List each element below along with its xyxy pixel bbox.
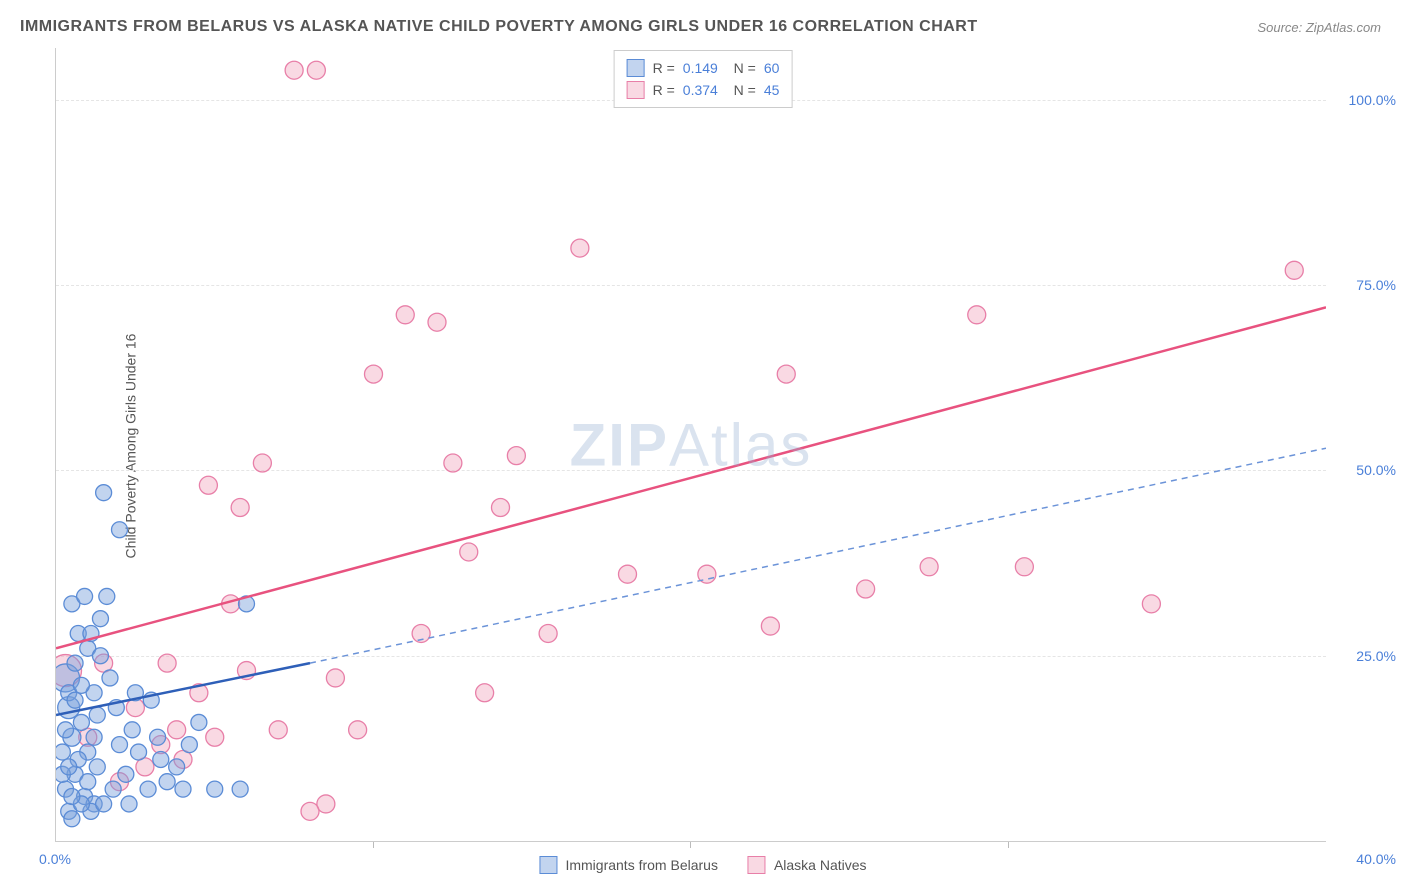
chart-container: IMMIGRANTS FROM BELARUS VS ALASKA NATIVE… — [0, 0, 1406, 892]
y-tick-label: 25.0% — [1356, 648, 1396, 664]
y-tick-label: 100.0% — [1349, 92, 1396, 108]
chart-title: IMMIGRANTS FROM BELARUS VS ALASKA NATIVE… — [20, 18, 978, 36]
legend-swatch-belarus — [627, 59, 645, 77]
x-tick-label: 40.0% — [1356, 851, 1396, 867]
scatter-svg — [56, 48, 1326, 841]
x-tick-label: 0.0% — [39, 851, 71, 867]
plot-area: ZIPAtlas — [55, 48, 1326, 842]
legend-row-2: R = 0.374 N = 45 — [627, 79, 780, 101]
source-label: Source: ZipAtlas.com — [1257, 20, 1381, 35]
y-tick-label: 75.0% — [1356, 277, 1396, 293]
legend-item-alaska: Alaska Natives — [748, 856, 867, 874]
legend-swatch-alaska — [627, 81, 645, 99]
legend-item-belarus: Immigrants from Belarus — [539, 856, 717, 874]
legend-row-1: R = 0.149 N = 60 — [627, 57, 780, 79]
correlation-legend: R = 0.149 N = 60 R = 0.374 N = 45 — [614, 50, 793, 108]
legend-swatch-icon — [748, 856, 766, 874]
legend-swatch-icon — [539, 856, 557, 874]
y-tick-label: 50.0% — [1356, 462, 1396, 478]
series-legend: Immigrants from Belarus Alaska Natives — [539, 856, 866, 874]
